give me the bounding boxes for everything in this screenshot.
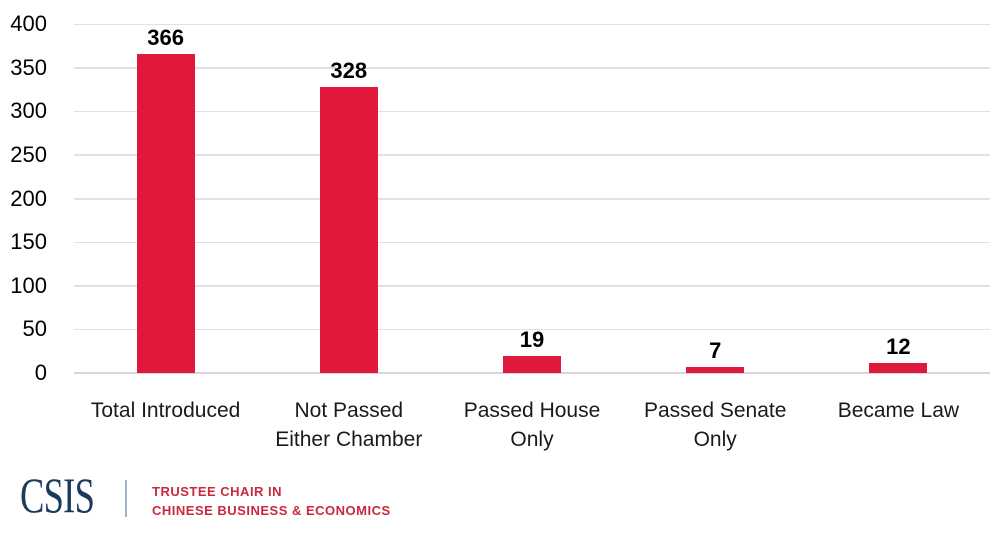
gridline: [74, 23, 990, 25]
x-axis-category-label: Passed House Only: [463, 399, 601, 451]
bar: [136, 53, 195, 373]
csis-logo: CSIS: [20, 467, 95, 523]
x-axis-category-label: Passed Senate Only: [643, 399, 787, 451]
bar-value-label: 328: [330, 57, 368, 83]
y-axis-tick-label: 400: [10, 11, 47, 36]
gridline: [74, 154, 990, 156]
y-axis-tick-label: 200: [10, 185, 47, 211]
y-axis-tick-label: 150: [10, 229, 47, 255]
y-axis-tick-label: 250: [10, 141, 47, 167]
bar-slot: 12: [807, 24, 990, 373]
x-axis-category-label: Not Passed Either Chamber: [275, 399, 423, 451]
bar-value-label: 12: [886, 333, 911, 359]
gridline: [74, 328, 990, 331]
bar-value-label: 7: [709, 337, 722, 363]
plot-area: 366 328 19 7 12: [74, 23, 990, 374]
x-axis-category-label: Total Introduced: [90, 399, 241, 422]
bar-slot: 328: [257, 24, 440, 373]
gridline: [74, 285, 990, 287]
bar: [869, 362, 928, 373]
gridline: [74, 241, 990, 244]
bar-slot: 7: [624, 24, 807, 373]
brand-footer: CSIS TRUSTEE CHAIR IN CHINESE BUSINESS &…: [0, 460, 1003, 536]
bar: [686, 366, 745, 373]
gridline: [74, 67, 990, 69]
bar-slot: 19: [440, 24, 623, 373]
logo-divider: [125, 480, 127, 517]
bar: [319, 86, 378, 373]
program-title: TRUSTEE CHAIR IN CHINESE BUSINESS & ECON…: [152, 483, 391, 520]
y-axis-tick-label: 300: [10, 98, 47, 124]
program-line1: TRUSTEE CHAIR IN: [152, 484, 283, 499]
y-axis-tick-label: 100: [10, 272, 47, 298]
x-axis-category-label: Became Law: [837, 399, 960, 422]
bar-value-label: 19: [519, 327, 545, 353]
y-axis-tick-label: 0: [34, 360, 47, 385]
y-axis-tick-label: 50: [22, 316, 47, 342]
gridline: [74, 198, 990, 200]
program-line2: CHINESE BUSINESS & ECONOMICS: [152, 502, 391, 518]
bar-value-label: 366: [147, 24, 184, 50]
bar-slot: 366: [74, 24, 257, 373]
gridline: [74, 110, 990, 113]
y-axis-tick-label: 350: [10, 54, 47, 80]
bar: [502, 356, 561, 373]
